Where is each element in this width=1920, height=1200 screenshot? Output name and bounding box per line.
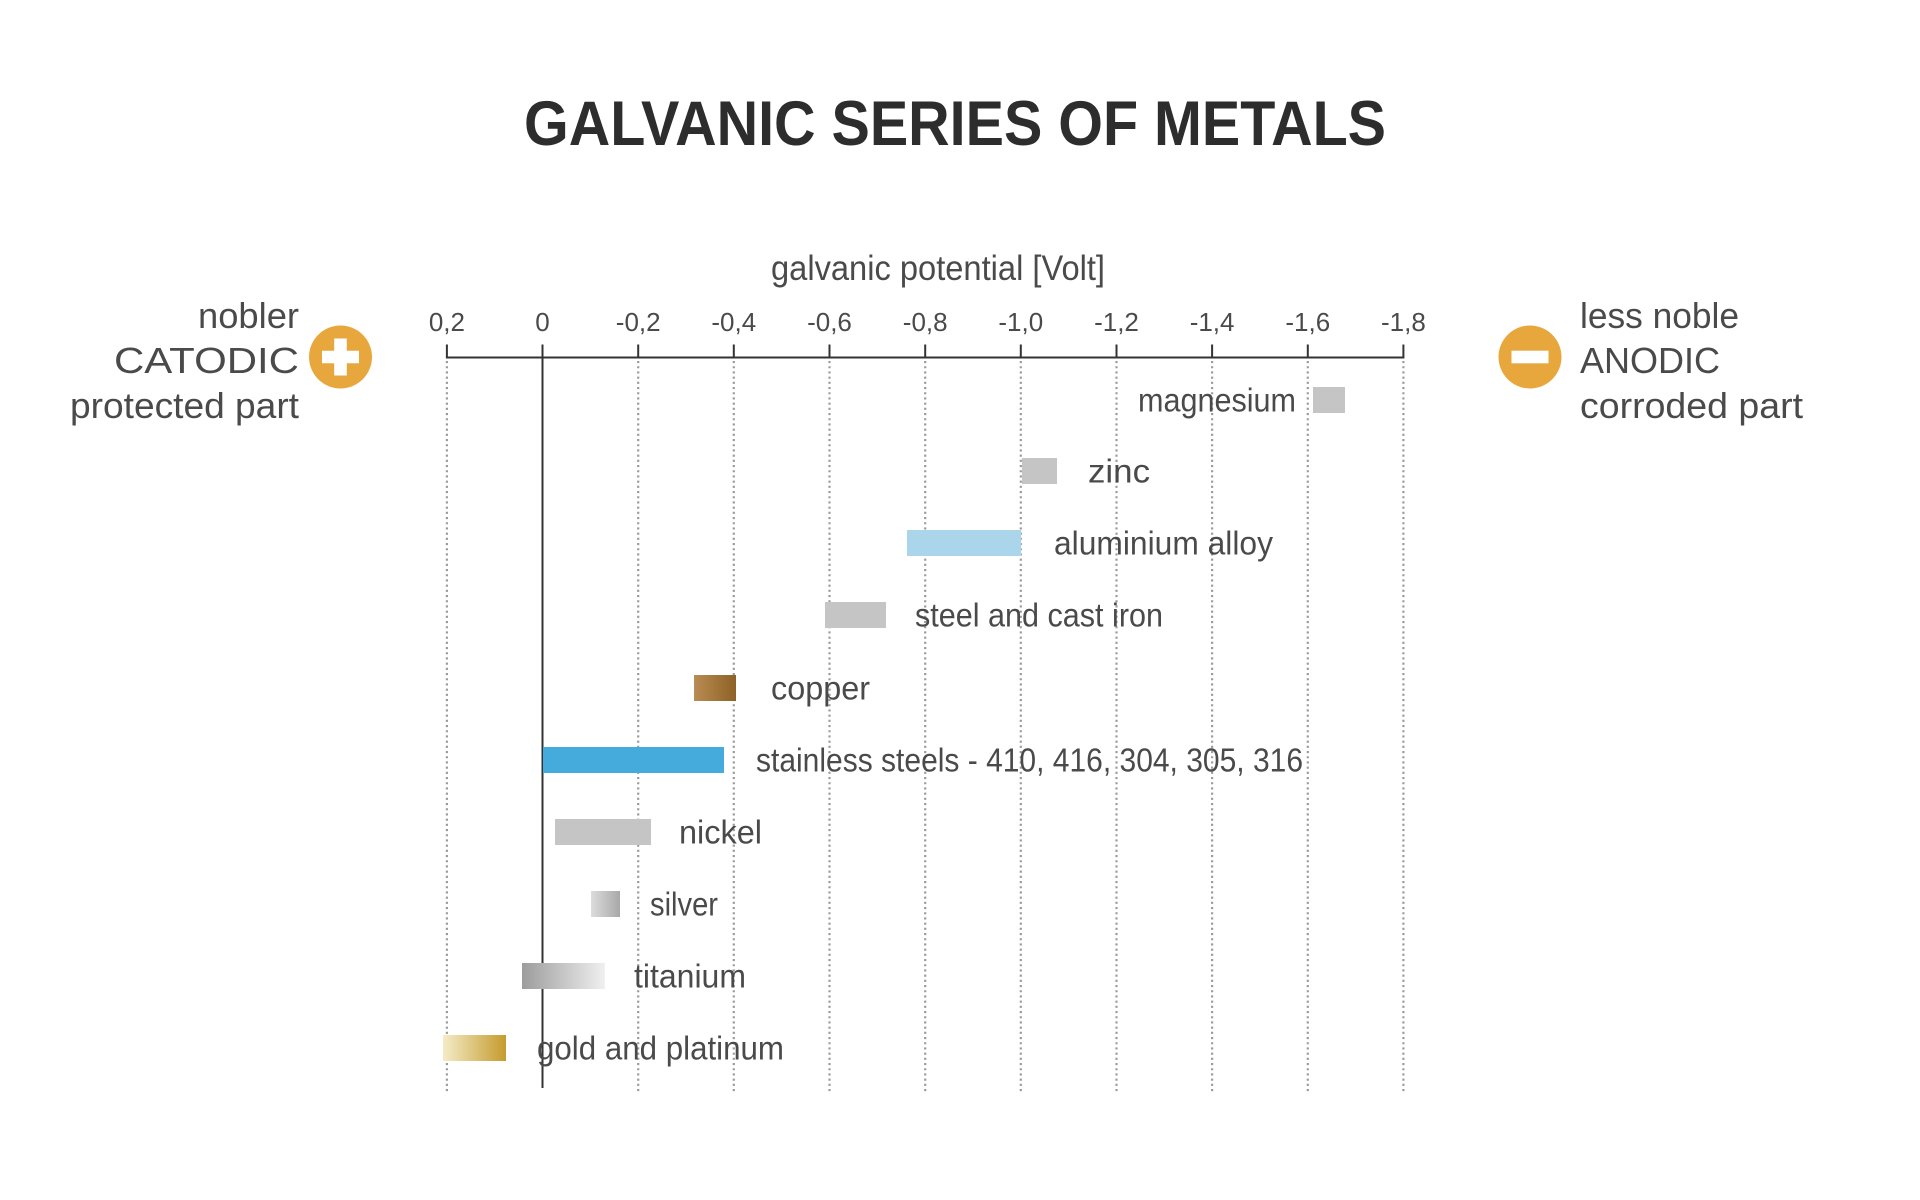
svg-text:-0,4: -0,4	[711, 307, 756, 337]
svg-text:steel and cast iron: steel and cast iron	[915, 597, 1163, 634]
svg-text:silver: silver	[650, 886, 718, 923]
svg-text:-1,6: -1,6	[1285, 307, 1330, 337]
svg-text:corroded part: corroded part	[1580, 385, 1803, 426]
svg-text:-1,8: -1,8	[1381, 307, 1426, 337]
svg-text:copper: copper	[771, 670, 870, 707]
svg-text:titanium: titanium	[634, 958, 746, 995]
svg-text:0,2: 0,2	[429, 307, 465, 337]
svg-text:stainless steels - 410, 416, 3: stainless steels - 410, 416, 304, 305, 3…	[756, 742, 1303, 779]
svg-text:0: 0	[535, 307, 549, 337]
svg-text:ANODIC: ANODIC	[1580, 340, 1720, 381]
svg-text:GALVANIC SERIES OF METALS: GALVANIC SERIES OF METALS	[524, 89, 1386, 159]
svg-text:less noble: less noble	[1580, 295, 1739, 336]
svg-text:CATODIC: CATODIC	[114, 340, 299, 381]
svg-text:protected part: protected part	[70, 385, 299, 426]
svg-text:-0,2: -0,2	[616, 307, 661, 337]
svg-text:-0,6: -0,6	[807, 307, 852, 337]
svg-text:-0,8: -0,8	[903, 307, 948, 337]
svg-text:gold and platinum: gold and platinum	[537, 1030, 784, 1067]
svg-text:magnesium: magnesium	[1138, 382, 1296, 419]
svg-text:nickel: nickel	[679, 814, 762, 851]
svg-text:-1,4: -1,4	[1190, 307, 1235, 337]
svg-text:-1,0: -1,0	[998, 307, 1043, 337]
svg-text:nobler: nobler	[198, 295, 299, 336]
svg-text:aluminium alloy: aluminium alloy	[1054, 525, 1273, 562]
svg-text:-1,2: -1,2	[1094, 307, 1139, 337]
svg-text:zinc: zinc	[1088, 453, 1150, 490]
svg-text:galvanic potential [Volt]: galvanic potential [Volt]	[771, 249, 1105, 288]
